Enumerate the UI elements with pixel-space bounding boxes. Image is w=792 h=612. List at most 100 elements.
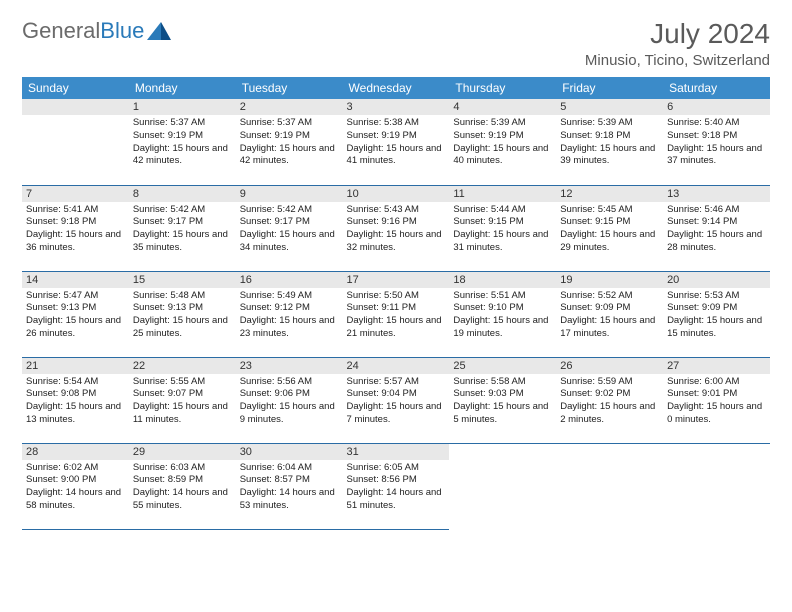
- day-number: 22: [129, 358, 236, 374]
- day-number: 13: [663, 186, 770, 202]
- week-row: 14 Sunrise: 5:47 AMSunset: 9:13 PMDayligh…: [22, 271, 770, 357]
- day-number: 3: [343, 99, 450, 115]
- day-number: 24: [343, 358, 450, 374]
- day-cell: 11 Sunrise: 5:44 AMSunset: 9:15 PMDayligh…: [449, 185, 556, 271]
- day-cell: 26 Sunrise: 5:59 AMSunset: 9:02 PMDayligh…: [556, 357, 663, 443]
- day-number: 31: [343, 444, 450, 460]
- logo: GeneralBlue: [22, 18, 171, 44]
- day-number: 15: [129, 272, 236, 288]
- day-number: 9: [236, 186, 343, 202]
- day-number: 11: [449, 186, 556, 202]
- day-number: 20: [663, 272, 770, 288]
- day-cell: 6 Sunrise: 5:40 AMSunset: 9:18 PMDaylight…: [663, 99, 770, 185]
- day-info: Sunrise: 5:58 AMSunset: 9:03 PMDaylight:…: [453, 376, 552, 427]
- day-number: 29: [129, 444, 236, 460]
- calendar-body: 1Sunrise: 5:37 AMSunset: 9:19 PMDaylight…: [22, 99, 770, 529]
- day-info: Sunrise: 5:37 AMSunset: 9:19 PMDaylight:…: [240, 117, 339, 168]
- day-info: Sunrise: 5:39 AMSunset: 9:18 PMDaylight:…: [560, 117, 659, 168]
- day-number: 23: [236, 358, 343, 374]
- day-info: Sunrise: 5:44 AMSunset: 9:15 PMDaylight:…: [453, 204, 552, 255]
- title-block: July 2024 Minusio, Ticino, Switzerland: [585, 18, 770, 69]
- logo-text-gray: General: [22, 18, 100, 43]
- day-cell: 14 Sunrise: 5:47 AMSunset: 9:13 PMDayligh…: [22, 271, 129, 357]
- empty-cell: [556, 443, 663, 529]
- day-header: Tuesday: [236, 77, 343, 99]
- day-number: 14: [22, 272, 129, 288]
- day-info: Sunrise: 5:41 AMSunset: 9:18 PMDaylight:…: [26, 204, 125, 255]
- day-info: Sunrise: 5:40 AMSunset: 9:18 PMDaylight:…: [667, 117, 766, 168]
- day-cell: 16 Sunrise: 5:49 AMSunset: 9:12 PMDayligh…: [236, 271, 343, 357]
- day-info: Sunrise: 5:47 AMSunset: 9:13 PMDaylight:…: [26, 290, 125, 341]
- day-number: 10: [343, 186, 450, 202]
- day-header-row: SundayMondayTuesdayWednesdayThursdayFrid…: [22, 77, 770, 99]
- day-number: 16: [236, 272, 343, 288]
- day-number: 17: [343, 272, 450, 288]
- day-info: Sunrise: 5:57 AMSunset: 9:04 PMDaylight:…: [347, 376, 446, 427]
- day-info: Sunrise: 5:49 AMSunset: 9:12 PMDaylight:…: [240, 290, 339, 341]
- day-cell: 20Sunrise: 5:53 AMSunset: 9:09 PMDayligh…: [663, 271, 770, 357]
- empty-cell: [663, 443, 770, 529]
- location: Minusio, Ticino, Switzerland: [585, 52, 770, 69]
- day-cell: 25 Sunrise: 5:58 AMSunset: 9:03 PMDayligh…: [449, 357, 556, 443]
- day-cell: 8 Sunrise: 5:42 AMSunset: 9:17 PMDaylight…: [129, 185, 236, 271]
- day-cell: 27Sunrise: 6:00 AMSunset: 9:01 PMDayligh…: [663, 357, 770, 443]
- day-header: Wednesday: [343, 77, 450, 99]
- day-info: Sunrise: 5:46 AMSunset: 9:14 PMDaylight:…: [667, 204, 766, 255]
- day-number: 8: [129, 186, 236, 202]
- week-row: 7 Sunrise: 5:41 AMSunset: 9:18 PMDaylight…: [22, 185, 770, 271]
- day-number: 26: [556, 358, 663, 374]
- day-cell: 1 Sunrise: 5:37 AMSunset: 9:19 PMDaylight…: [129, 99, 236, 185]
- day-number: 7: [22, 186, 129, 202]
- week-row: 21 Sunrise: 5:54 AMSunset: 9:08 PMDayligh…: [22, 357, 770, 443]
- day-cell: 31 Sunrise: 6:05 AMSunset: 8:56 PMDayligh…: [343, 443, 450, 529]
- day-header: Sunday: [22, 77, 129, 99]
- day-info: Sunrise: 5:59 AMSunset: 9:02 PMDaylight:…: [560, 376, 659, 427]
- day-number: 6: [663, 99, 770, 115]
- day-info: Sunrise: 5:52 AMSunset: 9:09 PMDaylight:…: [560, 290, 659, 341]
- day-info: Sunrise: 6:02 AMSunset: 9:00 PMDaylight:…: [26, 462, 125, 513]
- day-info: Sunrise: 5:38 AMSunset: 9:19 PMDaylight:…: [347, 117, 446, 168]
- day-cell: 4Sunrise: 5:39 AMSunset: 9:19 PMDaylight…: [449, 99, 556, 185]
- day-cell: 9 Sunrise: 5:42 AMSunset: 9:17 PMDaylight…: [236, 185, 343, 271]
- day-cell: 30 Sunrise: 6:04 AMSunset: 8:57 PMDayligh…: [236, 443, 343, 529]
- day-info: Sunrise: 5:50 AMSunset: 9:11 PMDaylight:…: [347, 290, 446, 341]
- empty-number-row: [22, 99, 129, 115]
- day-info: Sunrise: 6:05 AMSunset: 8:56 PMDaylight:…: [347, 462, 446, 513]
- day-cell: 12Sunrise: 5:45 AMSunset: 9:15 PMDayligh…: [556, 185, 663, 271]
- day-info: Sunrise: 6:00 AMSunset: 9:01 PMDaylight:…: [667, 376, 766, 427]
- day-info: Sunrise: 5:37 AMSunset: 9:19 PMDaylight:…: [133, 117, 232, 168]
- day-number: 25: [449, 358, 556, 374]
- header: GeneralBlue July 2024 Minusio, Ticino, S…: [22, 18, 770, 69]
- day-header: Saturday: [663, 77, 770, 99]
- day-number: 18: [449, 272, 556, 288]
- week-row: 1Sunrise: 5:37 AMSunset: 9:19 PMDaylight…: [22, 99, 770, 185]
- day-info: Sunrise: 5:54 AMSunset: 9:08 PMDaylight:…: [26, 376, 125, 427]
- week-row: 28Sunrise: 6:02 AMSunset: 9:00 PMDayligh…: [22, 443, 770, 529]
- day-info: Sunrise: 5:42 AMSunset: 9:17 PMDaylight:…: [133, 204, 232, 255]
- day-header: Friday: [556, 77, 663, 99]
- day-number: 5: [556, 99, 663, 115]
- day-number: 1: [129, 99, 236, 115]
- day-cell: 5 Sunrise: 5:39 AMSunset: 9:18 PMDaylight…: [556, 99, 663, 185]
- day-number: 30: [236, 444, 343, 460]
- day-info: Sunrise: 5:55 AMSunset: 9:07 PMDaylight:…: [133, 376, 232, 427]
- empty-cell: [449, 443, 556, 529]
- day-info: Sunrise: 5:51 AMSunset: 9:10 PMDaylight:…: [453, 290, 552, 341]
- day-info: Sunrise: 6:04 AMSunset: 8:57 PMDaylight:…: [240, 462, 339, 513]
- day-info: Sunrise: 5:39 AMSunset: 9:19 PMDaylight:…: [453, 117, 552, 168]
- day-info: Sunrise: 5:48 AMSunset: 9:13 PMDaylight:…: [133, 290, 232, 341]
- logo-triangle-icon: [147, 22, 171, 40]
- day-number: 2: [236, 99, 343, 115]
- empty-cell: [22, 99, 129, 185]
- day-info: Sunrise: 5:42 AMSunset: 9:17 PMDaylight:…: [240, 204, 339, 255]
- day-info: Sunrise: 5:43 AMSunset: 9:16 PMDaylight:…: [347, 204, 446, 255]
- day-number: 19: [556, 272, 663, 288]
- day-cell: 23Sunrise: 5:56 AMSunset: 9:06 PMDayligh…: [236, 357, 343, 443]
- logo-text-blue: Blue: [100, 18, 144, 43]
- day-cell: 13 Sunrise: 5:46 AMSunset: 9:14 PMDayligh…: [663, 185, 770, 271]
- day-info: Sunrise: 6:03 AMSunset: 8:59 PMDaylight:…: [133, 462, 232, 513]
- day-info: Sunrise: 5:45 AMSunset: 9:15 PMDaylight:…: [560, 204, 659, 255]
- day-cell: 15 Sunrise: 5:48 AMSunset: 9:13 PMDayligh…: [129, 271, 236, 357]
- day-number: 21: [22, 358, 129, 374]
- day-cell: 24 Sunrise: 5:57 AMSunset: 9:04 PMDayligh…: [343, 357, 450, 443]
